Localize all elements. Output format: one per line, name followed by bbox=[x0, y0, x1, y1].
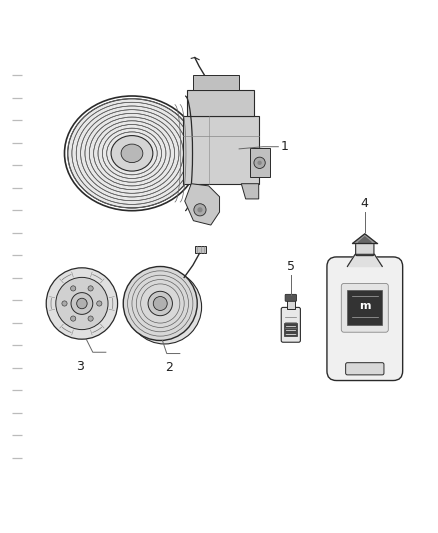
Ellipse shape bbox=[67, 98, 197, 208]
Text: 1: 1 bbox=[280, 140, 288, 153]
FancyBboxPatch shape bbox=[285, 294, 297, 301]
Ellipse shape bbox=[111, 135, 153, 171]
Polygon shape bbox=[241, 184, 259, 199]
FancyBboxPatch shape bbox=[341, 284, 389, 332]
Polygon shape bbox=[185, 184, 219, 225]
Circle shape bbox=[148, 292, 173, 316]
Circle shape bbox=[153, 296, 167, 310]
FancyBboxPatch shape bbox=[287, 301, 295, 309]
Polygon shape bbox=[358, 237, 371, 243]
Circle shape bbox=[194, 204, 206, 216]
Circle shape bbox=[254, 157, 265, 168]
FancyBboxPatch shape bbox=[194, 75, 239, 90]
Circle shape bbox=[71, 293, 93, 314]
FancyBboxPatch shape bbox=[347, 289, 382, 325]
Circle shape bbox=[46, 268, 117, 339]
FancyBboxPatch shape bbox=[250, 148, 270, 177]
Circle shape bbox=[88, 316, 93, 321]
Polygon shape bbox=[347, 254, 382, 266]
Circle shape bbox=[88, 286, 93, 291]
Circle shape bbox=[97, 301, 102, 306]
Polygon shape bbox=[353, 234, 377, 244]
Circle shape bbox=[77, 298, 87, 309]
Circle shape bbox=[71, 286, 76, 291]
Text: m: m bbox=[359, 301, 371, 311]
FancyBboxPatch shape bbox=[346, 362, 384, 375]
FancyBboxPatch shape bbox=[187, 90, 254, 116]
FancyBboxPatch shape bbox=[356, 242, 374, 256]
FancyBboxPatch shape bbox=[284, 323, 297, 336]
Polygon shape bbox=[195, 246, 206, 254]
Text: 3: 3 bbox=[76, 360, 84, 373]
Ellipse shape bbox=[121, 144, 143, 163]
Circle shape bbox=[258, 160, 262, 165]
Text: 2: 2 bbox=[165, 361, 173, 374]
Circle shape bbox=[198, 207, 202, 213]
Circle shape bbox=[56, 277, 108, 329]
Text: 5: 5 bbox=[287, 260, 295, 273]
FancyBboxPatch shape bbox=[327, 257, 403, 381]
Circle shape bbox=[71, 316, 76, 321]
Circle shape bbox=[127, 270, 201, 344]
Circle shape bbox=[62, 301, 67, 306]
Text: 4: 4 bbox=[361, 197, 369, 210]
FancyBboxPatch shape bbox=[183, 116, 259, 184]
FancyBboxPatch shape bbox=[281, 308, 300, 342]
Circle shape bbox=[123, 266, 197, 341]
